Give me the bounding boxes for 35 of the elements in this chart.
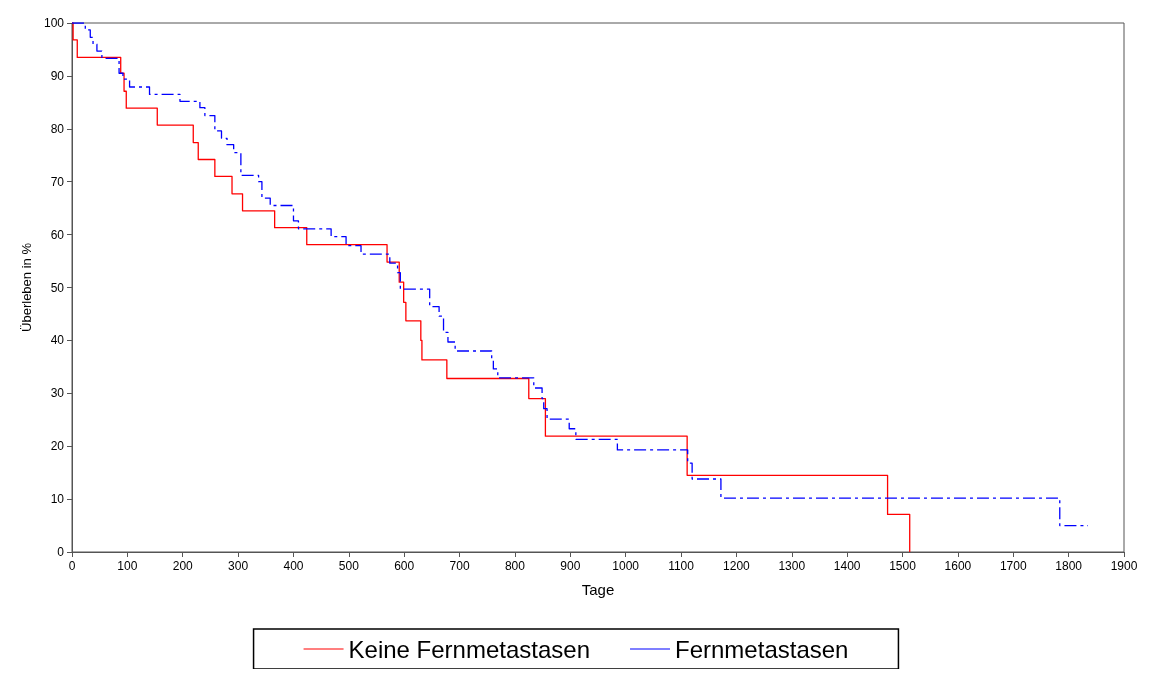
y-tick-label: 70 xyxy=(50,174,65,189)
x-tick-label: 900 xyxy=(560,559,581,573)
x-tick-label: 1300 xyxy=(778,559,806,573)
x-tick-label: 1400 xyxy=(833,559,861,573)
legend-label: Keine Fernmetastasen xyxy=(348,635,591,663)
x-tick-label: 100 xyxy=(117,559,138,573)
x-tick-label: 1200 xyxy=(723,559,751,573)
x-tick-label: 1800 xyxy=(1055,559,1083,573)
y-tick-label: 90 xyxy=(50,68,65,83)
x-tick-label: 200 xyxy=(172,559,194,573)
y-tick-label: 100 xyxy=(43,16,65,30)
y-axis-title: Überleben in % xyxy=(19,242,35,332)
x-tick-label: 1500 xyxy=(889,559,917,573)
x-tick-label: 600 xyxy=(394,559,415,573)
y-tick-label: 50 xyxy=(50,280,65,295)
legend-label: Fernmetastasen xyxy=(675,635,849,663)
y-tick-label: 30 xyxy=(50,386,65,401)
x-tick-label: 300 xyxy=(228,559,249,573)
x-tick-label: 1900 xyxy=(1110,559,1138,573)
y-tick-label: 20 xyxy=(50,439,65,454)
y-tick-label: 80 xyxy=(50,121,65,136)
x-axis-title: Tage xyxy=(581,581,615,598)
x-tick-label: 1100 xyxy=(668,559,695,573)
y-tick-label: 10 xyxy=(50,492,65,507)
y-tick-label: 40 xyxy=(50,333,65,348)
x-tick-label: 700 xyxy=(449,559,470,573)
x-tick-label: 1000 xyxy=(612,559,640,573)
x-tick-label: 1600 xyxy=(944,559,972,573)
x-tick-label: 1700 xyxy=(999,559,1027,573)
y-tick-label: 60 xyxy=(50,227,65,242)
x-tick-label: 0 xyxy=(68,559,76,573)
x-tick-label: 400 xyxy=(283,559,304,573)
x-tick-label: 800 xyxy=(504,559,526,573)
y-tick-label: 0 xyxy=(57,545,65,559)
x-tick-label: 500 xyxy=(338,559,360,573)
